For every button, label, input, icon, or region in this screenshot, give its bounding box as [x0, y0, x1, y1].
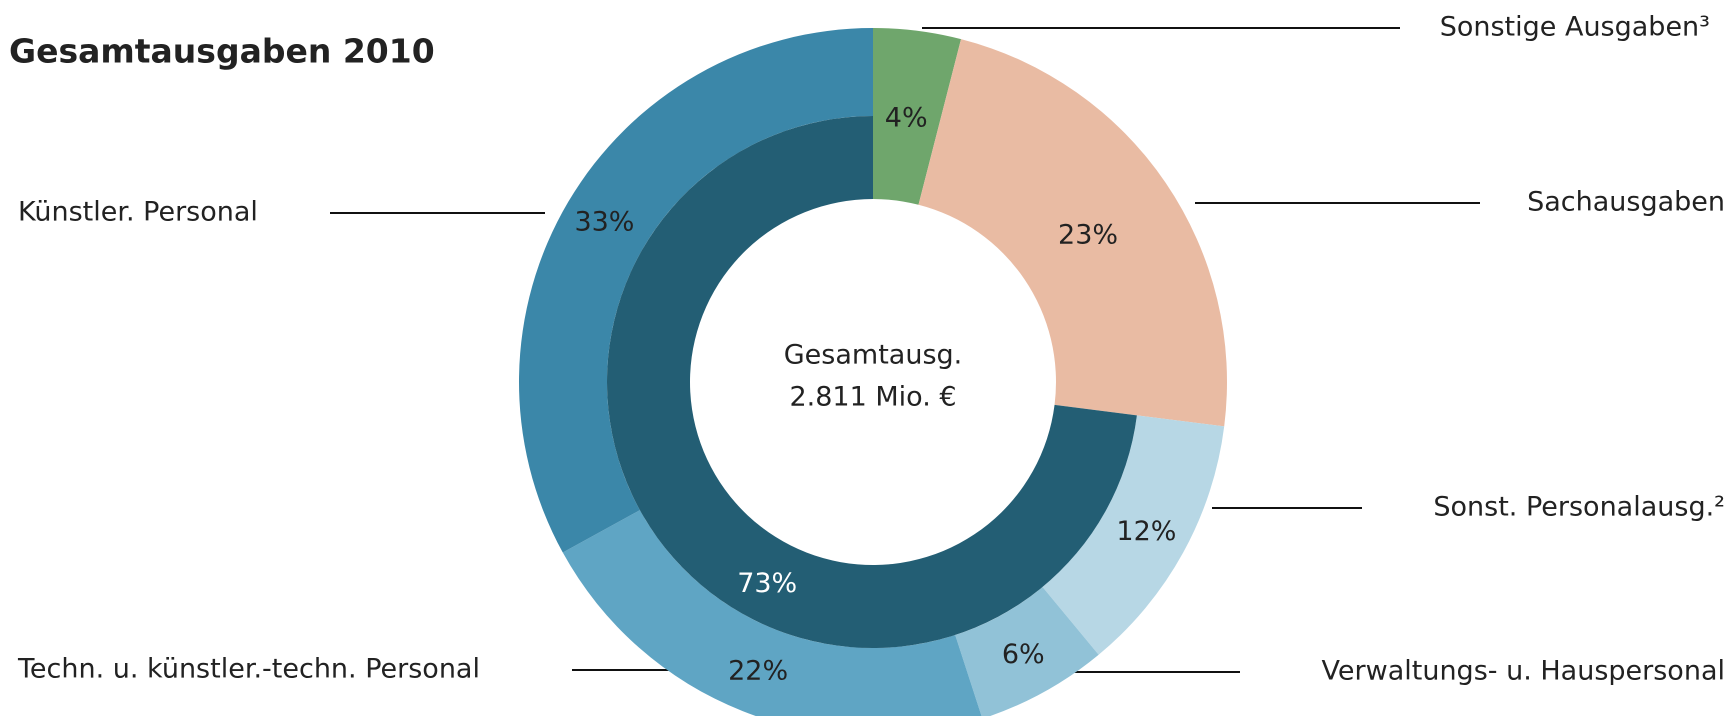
value-label: 4%: [885, 103, 928, 134]
value-label: 12%: [1116, 516, 1176, 547]
slice: [1042, 415, 1225, 655]
value-label: 23%: [1058, 219, 1118, 250]
slice: [873, 28, 962, 205]
slice: [955, 586, 1099, 716]
inner-slice: [606, 116, 1137, 648]
category-label: Sonstige Ausgaben³: [1440, 12, 1710, 43]
slice: [562, 510, 982, 716]
category-label: Sonst. Personalausg.²: [1433, 492, 1725, 523]
value-label: 73%: [737, 568, 797, 599]
category-label: Techn. u. künstler.-techn. Personal: [17, 654, 480, 685]
category-label: Verwaltungs- u. Hauspersonal: [1322, 656, 1725, 687]
category-label: Sachausgaben: [1527, 187, 1725, 218]
center-label: Gesamtausg.: [784, 340, 962, 371]
center-label: 2.811 Mio. €: [789, 382, 956, 413]
slice: [918, 39, 1228, 427]
value-label: 22%: [728, 656, 788, 687]
value-label: 33%: [574, 207, 634, 238]
slice: [519, 28, 873, 553]
chart-title: Gesamtausgaben 2010: [9, 32, 435, 71]
value-label: 6%: [1002, 639, 1045, 670]
category-label: Künstler. Personal: [18, 197, 258, 228]
